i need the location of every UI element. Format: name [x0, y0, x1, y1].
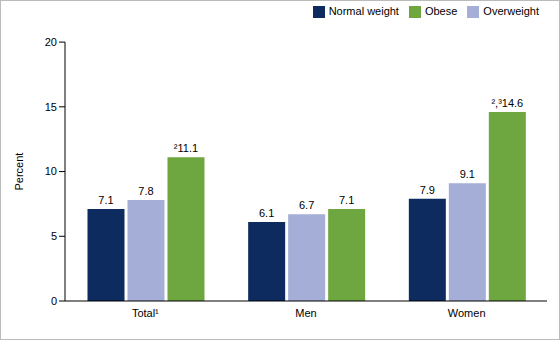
svg-text:5: 5: [51, 230, 57, 242]
svg-text:²,³14.6: ²,³14.6: [491, 97, 523, 109]
svg-text:6.7: 6.7: [299, 199, 314, 211]
svg-text:7.1: 7.1: [98, 194, 113, 206]
svg-text:9.1: 9.1: [460, 168, 475, 180]
svg-text:Women: Women: [448, 307, 486, 319]
svg-text:0: 0: [51, 295, 57, 307]
svg-text:20: 20: [45, 36, 57, 48]
svg-text:7.8: 7.8: [138, 185, 153, 197]
svg-text:6.1: 6.1: [259, 207, 274, 219]
html-text:Obese: Obese: [424, 5, 458, 17]
svg-text:7.1: 7.1: [339, 194, 354, 206]
svg-text:7.9: 7.9: [420, 184, 435, 196]
html-text:Normal weight: Normal weight: [328, 5, 399, 17]
svg-text:Percent: Percent: [13, 153, 25, 191]
html-text:Overweight: Overweight: [483, 5, 539, 17]
svg-text:10: 10: [45, 165, 57, 177]
svg-text:Men: Men: [295, 307, 316, 319]
svg-text:15: 15: [45, 101, 57, 113]
svg-text:²11.1: ²11.1: [174, 142, 198, 154]
svg-text:Total¹: Total¹: [132, 307, 159, 319]
